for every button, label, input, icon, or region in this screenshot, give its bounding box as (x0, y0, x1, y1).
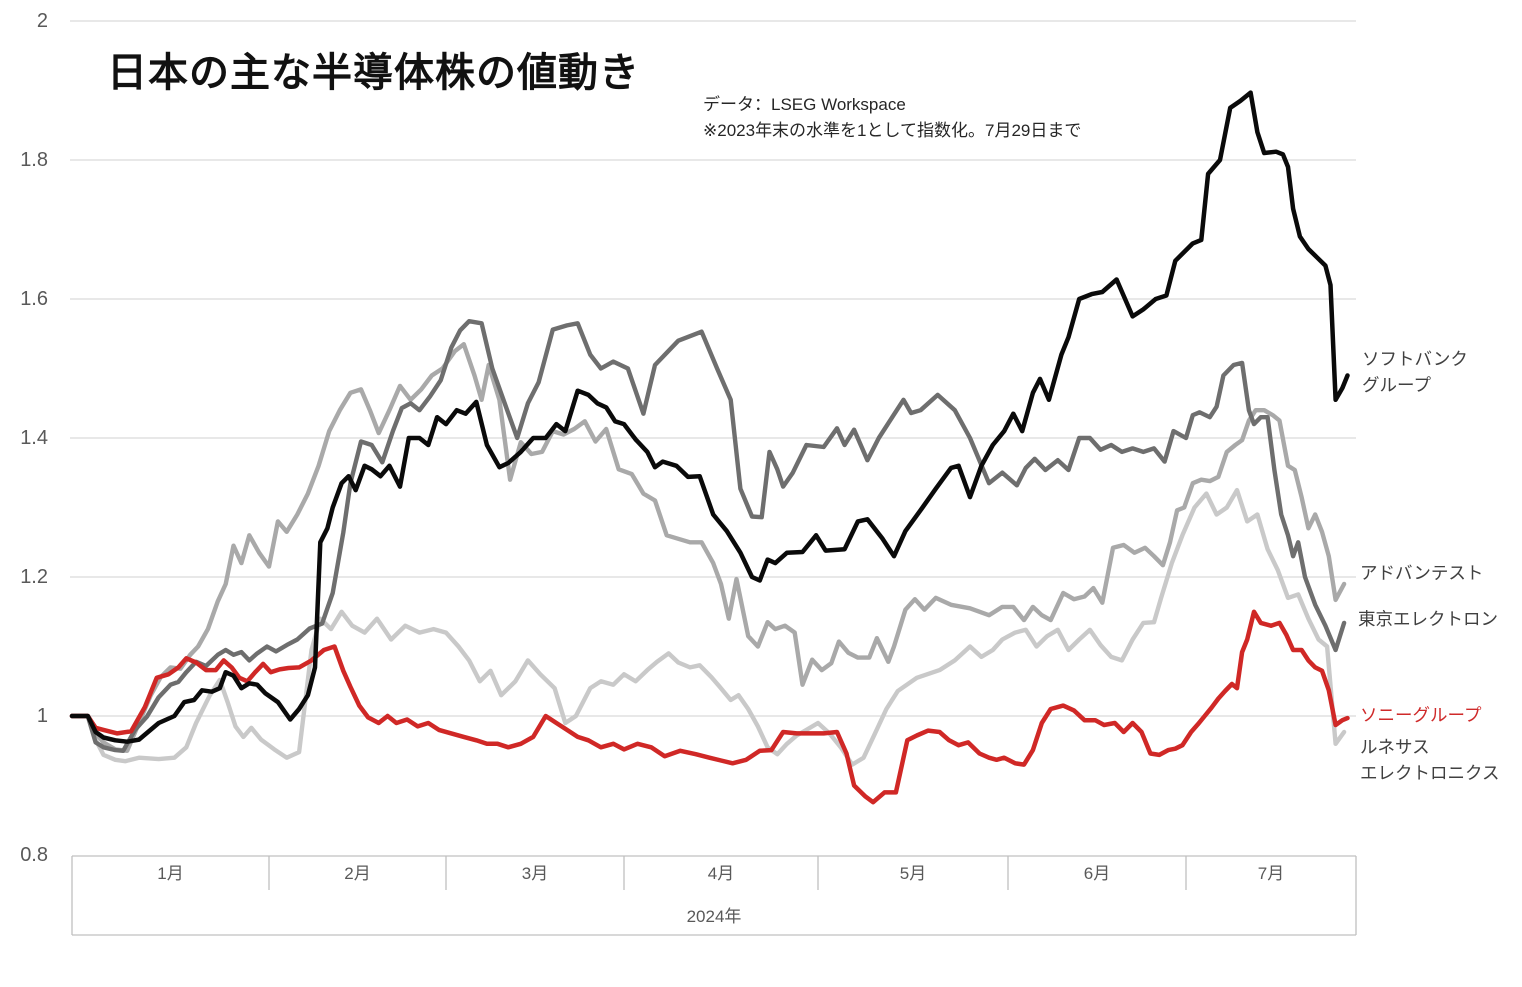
x-tick-label-month-3: 3月 (521, 864, 549, 883)
x-tick-label-month-4: 4月 (707, 864, 735, 883)
source-line: データ：LSEG Workspace (703, 95, 906, 114)
x-tick-label-month-5: 5月 (899, 864, 927, 883)
chart-title: 日本の主な半導体株の値動き (107, 51, 640, 95)
x-tick-label-month-6: 6月 (1083, 864, 1111, 883)
x-tick-label-month-1: 1月 (157, 864, 184, 883)
line-renesas-electronics (69, 487, 1347, 767)
y-tick-label-1.4: 1.4 (20, 427, 48, 449)
x-axis-frame (71, 855, 1357, 936)
gridlines (70, 20, 1356, 717)
y-tick-label-2: 2 (36, 10, 48, 32)
line-advantest (69, 342, 1347, 753)
series-label-advantest: アドバンテスト (1360, 563, 1484, 583)
x-axis-year-label: 2024年 (686, 907, 742, 926)
y-tick-label-0.8: 0.8 (20, 844, 48, 866)
line-sony-group (69, 609, 1350, 805)
y-tick-label-1.2: 1.2 (20, 566, 48, 588)
series-label-softbank-group: ソフトバンク グループ (1362, 349, 1468, 395)
chart-source-note: データ：LSEG Workspace ※2023年末の水準を1として指数化。7月… (703, 92, 1081, 144)
series-label-sony-group: ソニーグループ (1360, 705, 1482, 725)
y-tick-label-1.8: 1.8 (20, 149, 48, 171)
y-tick-label-1.6: 1.6 (20, 288, 48, 310)
x-tick-label-month-2: 2月 (344, 864, 371, 883)
series-label-tokyo-electron: 東京エレクトロン (1358, 609, 1498, 629)
y-tick-label-1: 1 (36, 705, 48, 727)
line-tokyo-electron (69, 319, 1347, 753)
series-label-renesas: ルネサス エレクトロニクス (1360, 737, 1500, 783)
line-softbank-group (69, 90, 1350, 744)
x-tick-label-month-7: 7月 (1257, 864, 1285, 883)
index-note-line: ※2023年末の水準を1として指数化。7月29日まで (703, 121, 1082, 140)
series-lines (69, 90, 1350, 805)
